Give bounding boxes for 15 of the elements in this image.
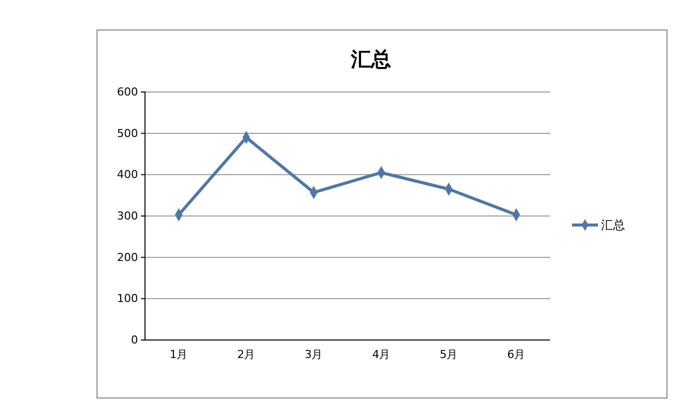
x-tick-label: 5月 xyxy=(440,348,458,361)
y-tick-label: 100 xyxy=(117,292,138,306)
y-tick-label: 600 xyxy=(117,86,138,99)
y-tick-label: 400 xyxy=(117,168,138,182)
x-tick-label: 4月 xyxy=(372,348,390,361)
y-tick-label: 300 xyxy=(117,210,138,223)
y-tick-label: 0 xyxy=(131,334,138,347)
legend-label: 汇总 xyxy=(601,218,625,232)
x-tick-label: 3月 xyxy=(304,348,323,361)
x-tick-label: 2月 xyxy=(237,348,256,361)
x-tick-label: 1月 xyxy=(170,348,188,361)
chart-title: 汇总 xyxy=(350,47,391,71)
x-tick-label: 6月 xyxy=(507,348,526,361)
y-tick-label: 200 xyxy=(117,250,138,264)
y-tick-label: 500 xyxy=(117,126,138,140)
